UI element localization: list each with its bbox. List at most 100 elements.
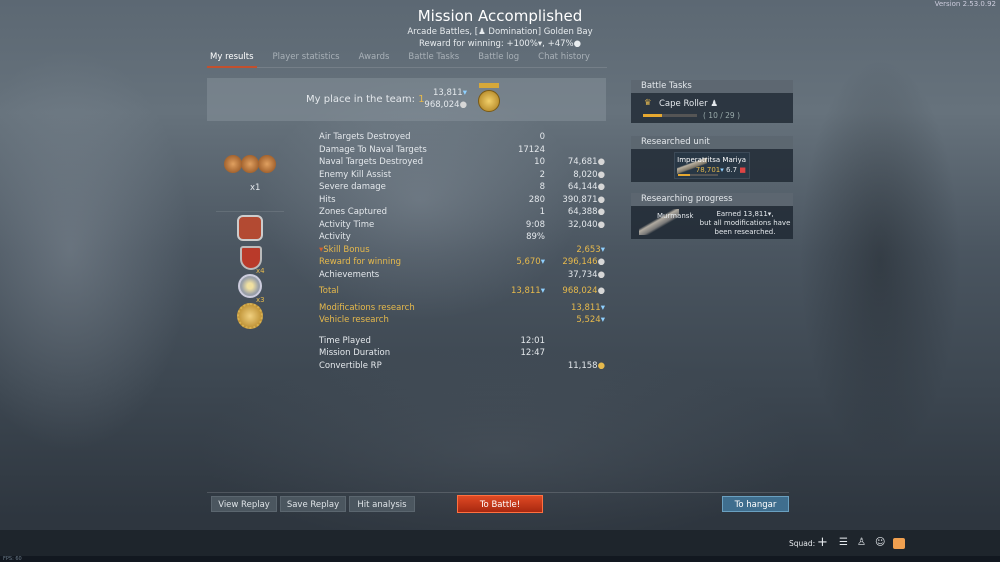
- stat-label: Damage To Naval Targets: [319, 144, 427, 155]
- stat-label: Mission Duration: [319, 348, 391, 359]
- stat-row: Severe damage 8 64,144●: [319, 181, 606, 194]
- stat-value: 17124: [517, 144, 545, 155]
- add-squad-icon[interactable]: +: [817, 535, 828, 550]
- stat-value: 2: [539, 169, 545, 180]
- stat-reward: 5,524: [576, 315, 601, 326]
- results-table: Air Targets Destroyed 0 Damage To Naval Ta…: [319, 131, 606, 372]
- stat-row: Vehicle research 5,524▾: [319, 314, 606, 327]
- bottom-bar: Squad: + ☰ ♙ ☺: [0, 530, 1000, 556]
- divider: [216, 211, 284, 212]
- reward-summary: Reward for winning: +100%▾, +47%●: [418, 39, 582, 49]
- silver-lions-icon: ●: [597, 286, 605, 297]
- list-icon[interactable]: ☰: [839, 537, 848, 548]
- page-title: Mission Accomplished: [417, 7, 583, 25]
- stat-value: 12:47: [520, 348, 546, 359]
- team-place-label: My place in the team:: [306, 94, 419, 105]
- unit-progress-bar: [678, 174, 718, 176]
- stat-row: Time Played 12:01: [319, 335, 606, 348]
- tab-player-statistics[interactable]: Player statistics: [272, 52, 340, 62]
- stat-reward: 37,734: [567, 269, 598, 280]
- task-progress-bar: [643, 114, 697, 117]
- stat-row: Air Targets Destroyed 0: [319, 131, 606, 144]
- award-medal-icon[interactable]: [258, 155, 276, 173]
- stat-label: Zones Captured: [319, 207, 387, 218]
- cross-badge-icon[interactable]: [237, 215, 263, 241]
- silver-lions-icon: ●: [597, 194, 605, 205]
- researching-progress-header: Researching progress: [631, 193, 793, 206]
- rp-icon: ▾: [600, 315, 605, 326]
- background: [0, 0, 1000, 530]
- stat-value: 10: [534, 157, 545, 168]
- rp-icon: ▾: [540, 286, 545, 297]
- place-sl: 968,024: [424, 100, 460, 110]
- shield-badge-icon[interactable]: [240, 246, 262, 270]
- stat-row: Reward for winning 5,670▾ 296,146●: [319, 256, 606, 269]
- hit-analysis-button[interactable]: Hit analysis: [349, 496, 415, 512]
- stat-reward: 64,144: [567, 182, 598, 193]
- view-replay-button[interactable]: View Replay: [211, 496, 277, 512]
- to-hangar-button[interactable]: To hangar: [722, 496, 789, 512]
- tab-battle-log[interactable]: Battle log: [478, 52, 520, 62]
- stat-label: Achievements: [319, 269, 380, 280]
- stat-value: 280: [528, 194, 545, 205]
- version-label: Version 2.53.0.92: [934, 0, 996, 8]
- to-battle-button[interactable]: To Battle!: [457, 495, 543, 513]
- stat-label: Total: [319, 286, 339, 297]
- battle-task-item[interactable]: Cape Roller ♟: [659, 99, 718, 109]
- stat-label: Enemy Kill Assist: [319, 169, 392, 180]
- stat-reward: 390,871: [562, 194, 598, 205]
- squad-label: Squad:: [789, 539, 816, 548]
- stat-label: Vehicle research: [319, 315, 389, 326]
- gold-star-medal-icon[interactable]: [237, 303, 263, 329]
- stat-label: Reward for winning: [319, 257, 401, 268]
- stat-label: Modifications research: [319, 302, 415, 313]
- stat-row: Achievements 37,734●: [319, 269, 606, 282]
- award-medal-icon[interactable]: [224, 155, 242, 173]
- stat-reward: 11,158: [567, 360, 598, 371]
- ship-icon: ♟: [710, 99, 718, 109]
- ship-image: [639, 209, 679, 235]
- stat-value: 1: [539, 207, 545, 218]
- stat-value: 89%: [526, 232, 545, 243]
- tab-chat-history[interactable]: Chat history: [538, 52, 590, 62]
- unit-name: Imperatritsa Mariya: [677, 156, 746, 164]
- tab-awards[interactable]: Awards: [358, 52, 390, 62]
- silver-lions-icon: ●: [597, 219, 605, 230]
- divider: [207, 492, 789, 493]
- silver-medal-icon[interactable]: [238, 274, 262, 298]
- stat-reward: 2,653: [576, 244, 601, 255]
- rp-icon: ▾: [720, 166, 724, 174]
- contacts-icon[interactable]: ♙: [857, 537, 866, 548]
- stat-row: Damage To Naval Targets 17124: [319, 144, 606, 157]
- stat-reward: 32,040: [567, 219, 598, 230]
- stat-label: Air Targets Destroyed: [319, 132, 411, 143]
- tab-battle-tasks[interactable]: Battle Tasks: [408, 52, 460, 62]
- award-count: x3: [256, 296, 265, 304]
- skill-bonus-icon: ▾: [319, 244, 324, 255]
- stat-reward: 13,811: [570, 302, 601, 313]
- silver-lions-icon: ●: [597, 182, 605, 193]
- researching-progress-panel: Researching progress Murmansk Earned 13,…: [631, 193, 793, 239]
- stat-row: Activity Time 9:08 32,040●: [319, 219, 606, 232]
- stat-row: Naval Targets Destroyed 10 74,681●: [319, 156, 606, 169]
- award-count: x1: [250, 183, 261, 193]
- stat-value: 9:08: [525, 219, 545, 230]
- research-note: but all modifications have been research…: [699, 219, 791, 236]
- chat-icon[interactable]: ☺: [875, 537, 886, 548]
- award-medal-icon[interactable]: [241, 155, 259, 173]
- stat-reward: 8,020: [573, 169, 598, 180]
- stat-value: 8: [539, 182, 545, 193]
- unit-card[interactable]: Imperatritsa Mariya 78,701▾ 6.7 ■: [674, 152, 750, 179]
- battle-tasks-panel: Battle Tasks ♛ Cape Roller ♟ ( 10 / 29 ): [631, 80, 793, 123]
- tab-my-results[interactable]: My results: [207, 52, 257, 68]
- stat-row: Hits 280 390,871●: [319, 194, 606, 207]
- stat-reward: 968,024: [562, 286, 598, 297]
- researched-unit-panel: Researched unit Imperatritsa Mariya 78,7…: [631, 136, 793, 182]
- stat-label: Skill Bonus: [323, 244, 370, 255]
- mail-icon[interactable]: [893, 538, 905, 549]
- silver-lions-icon: ●: [597, 169, 605, 180]
- save-replay-button[interactable]: Save Replay: [280, 496, 346, 512]
- task-name: Cape Roller: [659, 99, 708, 109]
- stat-label: Activity: [319, 232, 351, 243]
- stat-value: 0: [539, 132, 545, 143]
